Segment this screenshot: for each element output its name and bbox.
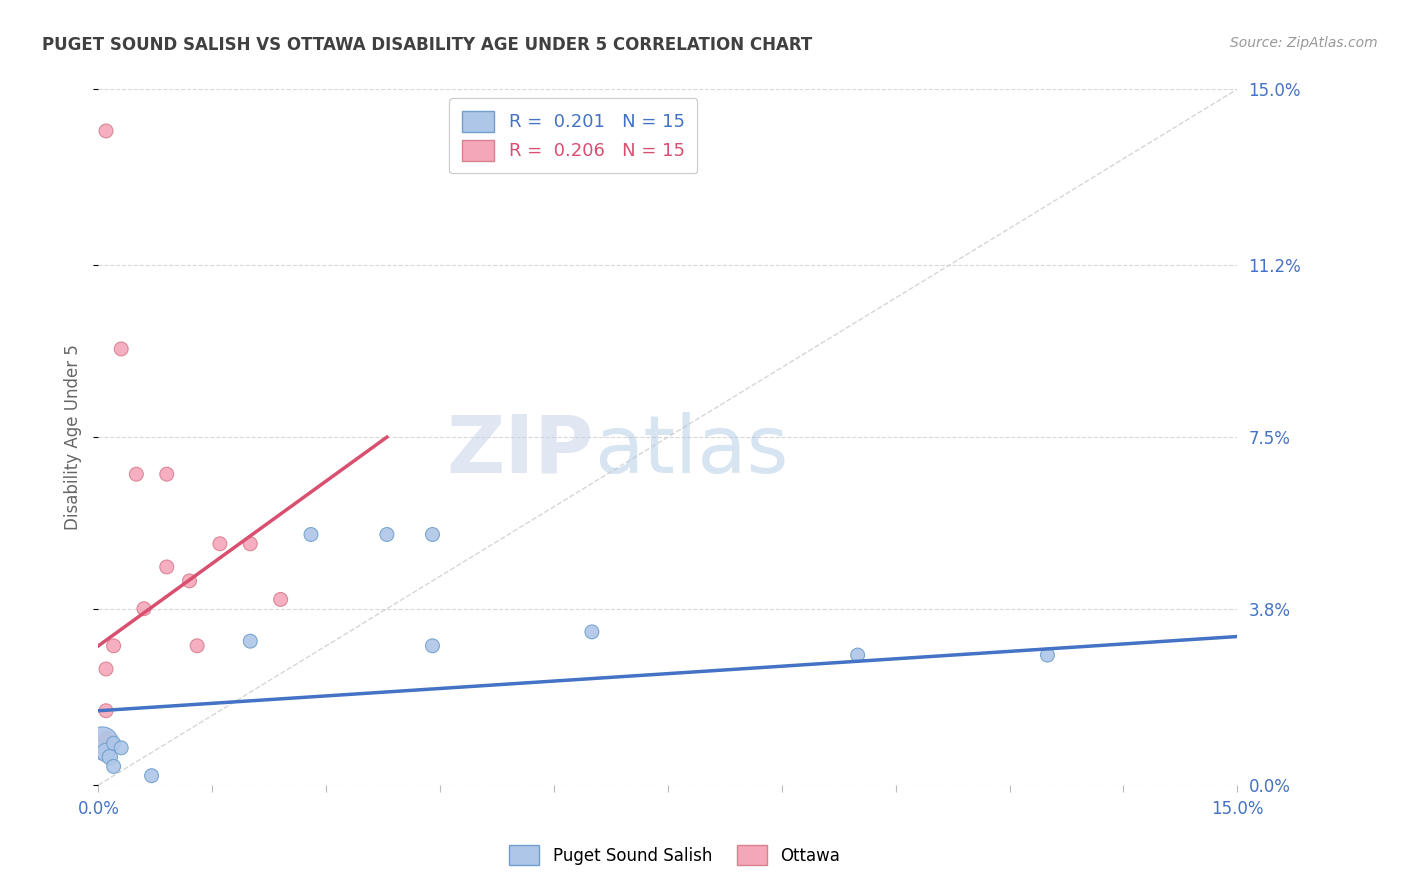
- Point: [103, 639, 125, 653]
- Point: [846, 648, 869, 662]
- Text: Source: ZipAtlas.com: Source: ZipAtlas.com: [1230, 36, 1378, 50]
- Point: [208, 537, 231, 551]
- Point: [110, 740, 132, 755]
- Point: [94, 731, 117, 746]
- Point: [179, 574, 201, 588]
- Point: [422, 639, 444, 653]
- Point: [94, 124, 117, 138]
- Point: [422, 527, 444, 541]
- Point: [91, 736, 114, 750]
- Point: [156, 560, 179, 574]
- Point: [94, 704, 117, 718]
- Legend: Puget Sound Salish, Ottawa: Puget Sound Salish, Ottawa: [499, 836, 851, 875]
- Point: [98, 750, 121, 764]
- Point: [299, 527, 322, 541]
- Point: [132, 601, 155, 615]
- Text: ZIP: ZIP: [447, 412, 593, 490]
- Point: [141, 769, 163, 783]
- Point: [94, 662, 117, 676]
- Y-axis label: Disability Age Under 5: Disability Age Under 5: [65, 344, 83, 530]
- Point: [156, 467, 179, 482]
- Point: [94, 746, 117, 760]
- Point: [103, 736, 125, 750]
- Point: [270, 592, 292, 607]
- Point: [110, 342, 132, 356]
- Point: [125, 467, 148, 482]
- Point: [103, 759, 125, 773]
- Text: PUGET SOUND SALISH VS OTTAWA DISABILITY AGE UNDER 5 CORRELATION CHART: PUGET SOUND SALISH VS OTTAWA DISABILITY …: [42, 36, 813, 54]
- Legend: R =  0.201   N = 15, R =  0.206   N = 15: R = 0.201 N = 15, R = 0.206 N = 15: [449, 98, 697, 173]
- Point: [375, 527, 398, 541]
- Point: [186, 639, 208, 653]
- Point: [1036, 648, 1059, 662]
- Point: [239, 537, 262, 551]
- Point: [239, 634, 262, 648]
- Text: atlas: atlas: [593, 412, 789, 490]
- Point: [581, 624, 603, 639]
